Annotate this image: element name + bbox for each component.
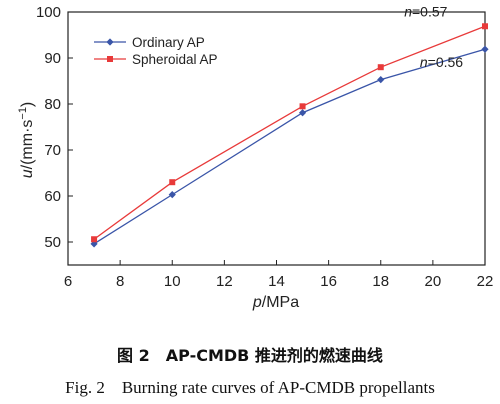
legend-label: Ordinary AP [132,35,205,50]
x-tick-label: 12 [216,273,233,290]
annotations: n=0.57 n=0.56 [404,4,463,71]
data-point [168,191,176,199]
data-point [107,56,113,62]
legend-label: Spheroidal AP [132,52,218,67]
y-tick-label: 50 [44,234,61,251]
exponent-annotation: n=0.56 [420,54,463,70]
x-axis-label: p/MPa [252,294,299,311]
y-tick-label: 70 [44,142,61,159]
data-point [481,45,489,53]
x-tick-label: 8 [116,273,124,290]
data-point [377,64,384,71]
y-axis-label: u/(mm·s−1) [17,102,36,179]
data-point [377,76,385,84]
y-tick-label: 60 [44,188,61,205]
series-2 [91,23,488,243]
legend: Ordinary AP Spheroidal AP [94,35,218,67]
series-layer [90,23,489,248]
x-tick-label: 22 [477,273,494,290]
y-tick-label: 90 [44,50,61,67]
x-axis-ticks: 6 8 10 12 14 16 18 20 22 [64,260,494,290]
data-point [169,179,176,186]
series-1 [90,45,489,248]
plot-frame [67,11,486,266]
caption-chinese: 图 2 AP-CMDB 推进剂的燃速曲线 [117,346,383,365]
data-point [298,109,307,117]
x-tick-label: 18 [372,273,389,290]
series-line [93,48,486,245]
x-tick-label: 6 [64,273,72,290]
burning-rate-chart: 6 8 10 12 14 16 18 20 22 50 60 70 80 90 100 Ordinary … [17,4,494,311]
data-point [299,103,306,110]
x-tick-label: 14 [268,273,285,290]
x-tick-label: 20 [425,273,442,290]
data-point [482,23,488,30]
caption-english: Fig. 2 Burning rate curves of AP-CMDB pr… [65,378,435,397]
exponent-annotation: n=0.57 [404,4,447,20]
y-tick-label: 100 [36,4,61,21]
data-point [106,38,114,46]
y-axis-ticks: 50 60 70 80 90 100 [36,4,73,251]
data-point [91,236,98,243]
x-tick-label: 10 [164,273,181,290]
y-tick-label: 80 [44,96,61,113]
x-tick-label: 16 [320,273,337,290]
